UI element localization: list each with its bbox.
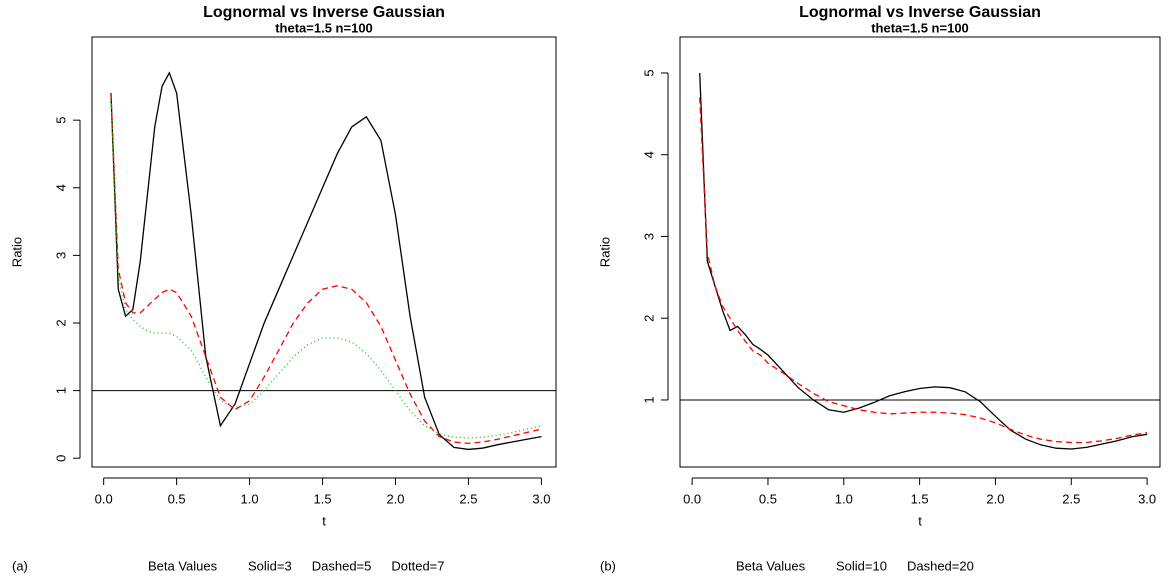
legend-title: Beta Values (148, 558, 218, 573)
series-line (110, 99, 542, 439)
y-axis-label: Ratio (9, 237, 24, 267)
x-tick-label: 1.0 (835, 491, 853, 506)
y-tick-label: 4 (641, 151, 656, 158)
panel-label: (b) (600, 558, 616, 573)
legend-entry: Solid=10 (836, 558, 887, 573)
series-line (110, 93, 542, 444)
x-tick-label: 0.0 (683, 491, 701, 506)
y-tick-label: 5 (53, 117, 68, 124)
x-tick-label: 0.0 (95, 491, 113, 506)
y-tick-label: 2 (53, 319, 68, 326)
x-tick-label: 2.5 (459, 491, 477, 506)
y-tick-label: 1 (641, 396, 656, 403)
x-tick-label: 0.5 (168, 491, 186, 506)
y-tick-label: 3 (53, 252, 68, 259)
chart-subtitle: theta=1.5 n=100 (275, 20, 373, 35)
legend-entry: Solid=3 (248, 558, 292, 573)
x-tick-label: 1.5 (911, 491, 929, 506)
x-tick-label: 3.0 (532, 491, 550, 506)
y-axis-label: Ratio (597, 237, 612, 267)
series-line (110, 71, 542, 451)
x-axis-label: t (918, 513, 922, 528)
legend-title: Beta Values (736, 558, 806, 573)
legend-entry: Dashed=20 (907, 558, 974, 573)
panel-label: (a) (12, 558, 28, 573)
x-tick-label: 2.0 (986, 491, 1004, 506)
chart-title: Lognormal vs Inverse Gaussian (799, 4, 1041, 21)
x-axis-label: t (322, 513, 326, 528)
chart-subtitle: theta=1.5 n=100 (871, 20, 969, 35)
x-tick-label: 1.5 (314, 491, 332, 506)
plot-box (91, 36, 557, 468)
legend-entry: Dashed=5 (312, 558, 372, 573)
y-tick-label: 4 (53, 184, 68, 191)
x-tick-label: 2.0 (386, 491, 404, 506)
y-tick-label: 5 (641, 69, 656, 76)
x-tick-label: 1.0 (241, 491, 259, 506)
y-tick-label: 0 (53, 455, 68, 462)
series-line (699, 97, 1148, 444)
y-tick-label: 2 (641, 315, 656, 322)
y-tick-label: 3 (641, 233, 656, 240)
legend-entry: Dotted=7 (391, 558, 444, 573)
series-line (699, 72, 1148, 450)
x-tick-label: 3.0 (1138, 491, 1156, 506)
plot-box (679, 36, 1161, 468)
y-tick-label: 1 (53, 387, 68, 394)
x-tick-label: 0.5 (759, 491, 777, 506)
x-tick-label: 2.5 (1062, 491, 1080, 506)
chart-title: Lognormal vs Inverse Gaussian (203, 4, 445, 21)
